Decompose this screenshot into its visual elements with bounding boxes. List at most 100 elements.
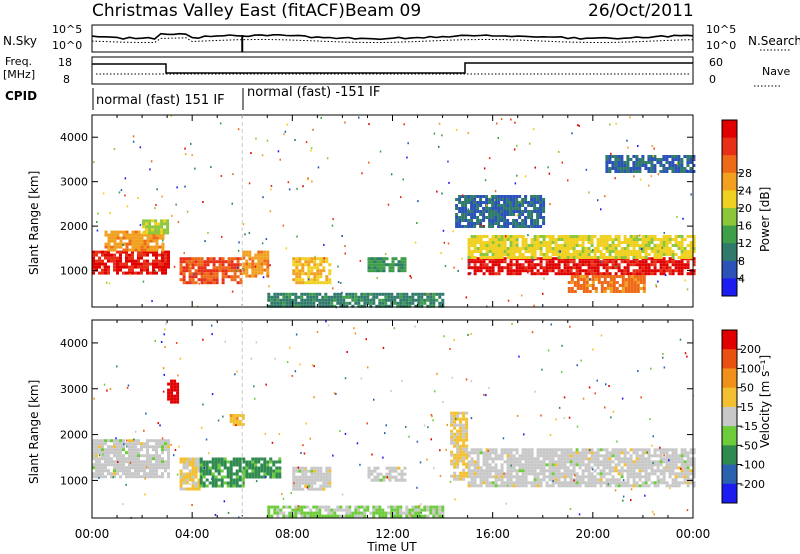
heatmap-cell xyxy=(569,247,573,250)
heatmap-cell xyxy=(542,253,546,256)
heatmap-cell xyxy=(378,508,382,512)
heatmap-cell xyxy=(644,484,648,488)
heatmap-cell xyxy=(150,160,153,163)
heatmap-cell xyxy=(527,250,531,253)
heatmap-cell xyxy=(591,281,595,284)
heatmap-cell xyxy=(167,454,170,458)
heatmap-cell xyxy=(351,298,355,302)
heatmap-cell xyxy=(143,442,146,445)
heatmap-cell xyxy=(647,457,651,461)
heatmap-cell xyxy=(665,484,669,488)
heatmap-cell xyxy=(257,472,261,476)
heatmap-cell xyxy=(148,219,152,223)
heatmap-cell xyxy=(539,260,543,264)
heatmap-cell xyxy=(596,266,600,270)
heatmap-cell xyxy=(521,201,525,204)
heatmap-cell xyxy=(366,422,368,425)
heatmap-cell xyxy=(659,260,663,264)
heatmap-cell xyxy=(242,466,246,470)
heatmap-cell xyxy=(635,454,639,458)
heatmap-cell xyxy=(626,161,630,164)
heatmap-cell xyxy=(644,472,648,476)
heatmap-cell xyxy=(455,219,459,222)
heatmap-cell xyxy=(116,445,119,449)
heatmap-cell xyxy=(479,223,481,226)
heatmap-cell xyxy=(194,475,198,479)
heatmap-cell xyxy=(533,241,537,244)
heatmap-cell xyxy=(599,263,603,267)
heatmap-cell xyxy=(533,195,537,198)
heatmap-cell xyxy=(149,469,152,473)
heatmap-cell xyxy=(322,484,326,488)
heatmap-cell xyxy=(128,448,131,452)
heatmap-cell xyxy=(260,466,264,470)
heatmap-cell xyxy=(617,448,621,452)
heatmap-cell xyxy=(536,241,540,244)
heatmap-cell xyxy=(414,514,418,518)
heatmap-cell xyxy=(227,260,231,264)
heatmap-cell xyxy=(594,278,598,281)
heatmap-cell xyxy=(644,481,648,485)
heatmap-cell xyxy=(146,475,149,479)
heatmap-cell xyxy=(96,229,99,232)
heatmap-cell xyxy=(307,484,311,488)
heatmap-cell xyxy=(202,403,204,406)
heatmap-cell xyxy=(566,244,570,247)
heatmap-cell xyxy=(417,304,421,308)
heatmap-cell xyxy=(453,474,457,478)
heatmap-cell xyxy=(373,398,375,401)
heatmap-cell xyxy=(107,253,110,257)
heatmap-cell xyxy=(321,505,325,509)
heatmap-cell xyxy=(659,469,663,473)
heatmap-cell xyxy=(638,272,642,276)
heatmap-cell xyxy=(360,377,363,380)
heatmap-cell xyxy=(632,484,636,488)
heatmap-cell xyxy=(614,161,618,164)
heatmap-cell xyxy=(366,508,370,512)
heatmap-cell xyxy=(298,469,302,473)
heatmap-cell xyxy=(653,260,657,264)
heatmap-cell xyxy=(596,247,600,250)
heatmap-cell xyxy=(641,269,645,273)
heatmap-cell xyxy=(400,260,404,264)
heatmap-cell xyxy=(304,469,308,473)
heatmap-cell xyxy=(518,463,522,467)
heatmap-cell xyxy=(639,281,643,284)
heatmap-cell xyxy=(420,511,422,514)
heatmap-cell xyxy=(665,167,669,170)
heatmap-cell xyxy=(453,471,457,475)
heatmap-cell xyxy=(632,448,636,452)
heatmap-cell xyxy=(167,448,170,452)
heatmap-cell xyxy=(260,271,264,275)
heatmap-cell xyxy=(500,454,504,458)
heatmap-cell xyxy=(620,170,624,173)
heatmap-cell xyxy=(326,157,329,160)
heatmap-cell xyxy=(500,250,504,253)
heatmap-cell xyxy=(405,298,409,302)
heatmap-cell xyxy=(524,454,528,458)
heatmap-cell xyxy=(143,466,146,470)
heatmap-cell xyxy=(680,481,684,485)
heatmap-cell xyxy=(373,469,377,473)
heatmap-cell xyxy=(639,178,642,181)
heatmap-cell xyxy=(692,451,696,455)
heatmap-cell xyxy=(450,462,454,466)
heatmap-cell xyxy=(530,269,534,273)
heatmap-cell xyxy=(92,256,95,260)
heatmap-cell xyxy=(128,460,131,464)
heatmap-cell xyxy=(238,469,242,473)
heatmap-cell xyxy=(241,484,245,488)
heatmap-cell xyxy=(536,238,540,241)
heatmap-cell xyxy=(610,152,612,155)
heatmap-cell xyxy=(647,266,651,270)
heatmap-cell xyxy=(524,472,528,476)
heatmap-cell xyxy=(182,269,186,273)
heatmap-cell xyxy=(212,281,216,285)
heatmap-cell xyxy=(393,514,397,518)
heatmap-cell xyxy=(485,256,489,259)
heatmap-cell xyxy=(653,472,657,476)
heatmap-cell xyxy=(116,442,119,446)
heatmap-cell xyxy=(605,250,609,253)
heatmap-cell xyxy=(503,257,507,261)
